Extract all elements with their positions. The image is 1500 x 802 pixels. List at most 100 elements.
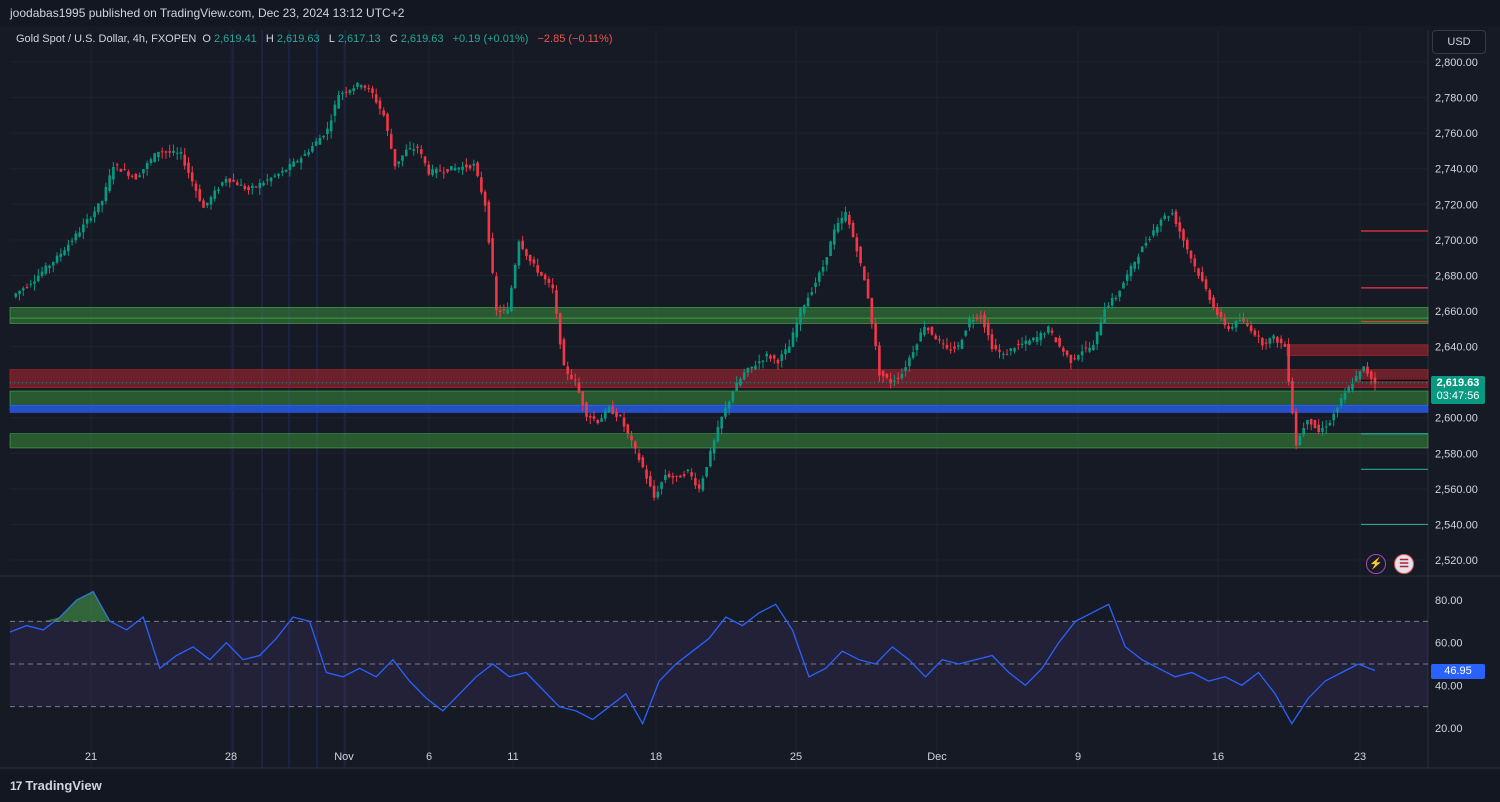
candle[interactable] (998, 349, 1001, 352)
candle[interactable] (810, 292, 814, 295)
candle[interactable] (911, 352, 915, 358)
candle[interactable] (889, 379, 892, 384)
candle[interactable] (40, 271, 44, 276)
candle[interactable] (322, 135, 325, 138)
candle[interactable] (585, 402, 588, 417)
candle[interactable] (491, 238, 494, 273)
candle[interactable] (44, 265, 48, 274)
candle[interactable] (600, 418, 603, 422)
candle[interactable] (1110, 298, 1114, 306)
candle[interactable] (799, 308, 802, 325)
candle[interactable] (881, 370, 885, 377)
candle[interactable] (1294, 411, 1298, 446)
candle[interactable] (378, 100, 382, 109)
candle[interactable] (581, 391, 585, 406)
candle[interactable] (33, 281, 36, 284)
candle[interactable] (401, 155, 404, 161)
candle[interactable] (1039, 332, 1043, 341)
candle[interactable] (1283, 344, 1287, 347)
candle[interactable] (446, 169, 449, 172)
candle[interactable] (356, 82, 359, 87)
candle[interactable] (682, 474, 686, 476)
candle[interactable] (142, 169, 145, 174)
candle[interactable] (716, 427, 720, 442)
candle[interactable] (393, 149, 397, 167)
candle[interactable] (487, 201, 491, 243)
candle[interactable] (1373, 377, 1377, 384)
candle[interactable] (438, 170, 442, 172)
candle[interactable] (134, 173, 138, 180)
candle[interactable] (254, 186, 258, 188)
candle[interactable] (25, 287, 29, 289)
zone-green[interactable] (9, 390, 1429, 406)
candle[interactable] (495, 276, 498, 310)
candle[interactable] (1264, 342, 1268, 344)
candle[interactable] (761, 360, 765, 362)
candle[interactable] (934, 335, 937, 340)
candle[interactable] (1351, 383, 1354, 390)
candle[interactable] (1268, 338, 1272, 344)
candle[interactable] (70, 240, 74, 242)
candle[interactable] (190, 172, 194, 182)
candle[interactable] (896, 377, 900, 379)
candle[interactable] (829, 241, 832, 257)
candle[interactable] (311, 146, 314, 152)
candle[interactable] (235, 182, 239, 186)
candle[interactable] (772, 355, 776, 359)
candle[interactable] (757, 361, 761, 364)
candle[interactable] (1242, 318, 1245, 322)
candle[interactable] (93, 211, 96, 218)
candle[interactable] (1174, 211, 1178, 225)
candle[interactable] (667, 473, 671, 478)
candle[interactable] (1016, 343, 1020, 345)
candle[interactable] (960, 339, 964, 349)
candle[interactable] (303, 153, 307, 156)
candle[interactable] (1219, 311, 1223, 317)
candle[interactable] (145, 162, 149, 169)
candle[interactable] (1035, 337, 1039, 342)
candle[interactable] (731, 391, 735, 402)
candle[interactable] (453, 167, 457, 171)
candle[interactable] (536, 265, 539, 273)
candle[interactable] (776, 359, 780, 364)
candle[interactable] (1001, 353, 1005, 355)
candle[interactable] (502, 309, 506, 311)
candle[interactable] (149, 159, 153, 164)
candle[interactable] (817, 272, 821, 282)
candle[interactable] (517, 241, 521, 266)
candle[interactable] (29, 283, 33, 285)
candle[interactable] (1358, 371, 1362, 380)
candle[interactable] (547, 279, 551, 283)
candle[interactable] (138, 175, 141, 177)
candle[interactable] (1005, 354, 1009, 356)
candle[interactable] (649, 476, 652, 487)
candle[interactable] (468, 165, 472, 169)
candle[interactable] (183, 154, 187, 166)
candle[interactable] (63, 250, 66, 256)
candle[interactable] (1366, 366, 1369, 374)
candle[interactable] (1343, 392, 1347, 400)
candle[interactable] (941, 343, 945, 345)
candle[interactable] (172, 150, 175, 153)
candle[interactable] (205, 202, 209, 206)
candle[interactable] (945, 344, 949, 349)
candle[interactable] (67, 244, 70, 252)
candle[interactable] (273, 175, 277, 177)
candle[interactable] (382, 110, 386, 116)
candle[interactable] (307, 152, 310, 155)
candle[interactable] (1257, 335, 1260, 337)
candle[interactable] (513, 264, 517, 289)
candle[interactable] (1369, 371, 1373, 380)
candle[interactable] (119, 169, 123, 172)
candle[interactable] (251, 185, 254, 188)
candle[interactable] (1099, 322, 1103, 336)
candle[interactable] (408, 148, 412, 150)
candle[interactable] (986, 322, 990, 336)
candle[interactable] (419, 149, 423, 155)
candle[interactable] (675, 475, 678, 477)
candle[interactable] (566, 366, 570, 374)
candle[interactable] (1328, 422, 1332, 426)
candle[interactable] (179, 151, 183, 154)
candle[interactable] (573, 379, 577, 381)
candle[interactable] (258, 182, 262, 189)
